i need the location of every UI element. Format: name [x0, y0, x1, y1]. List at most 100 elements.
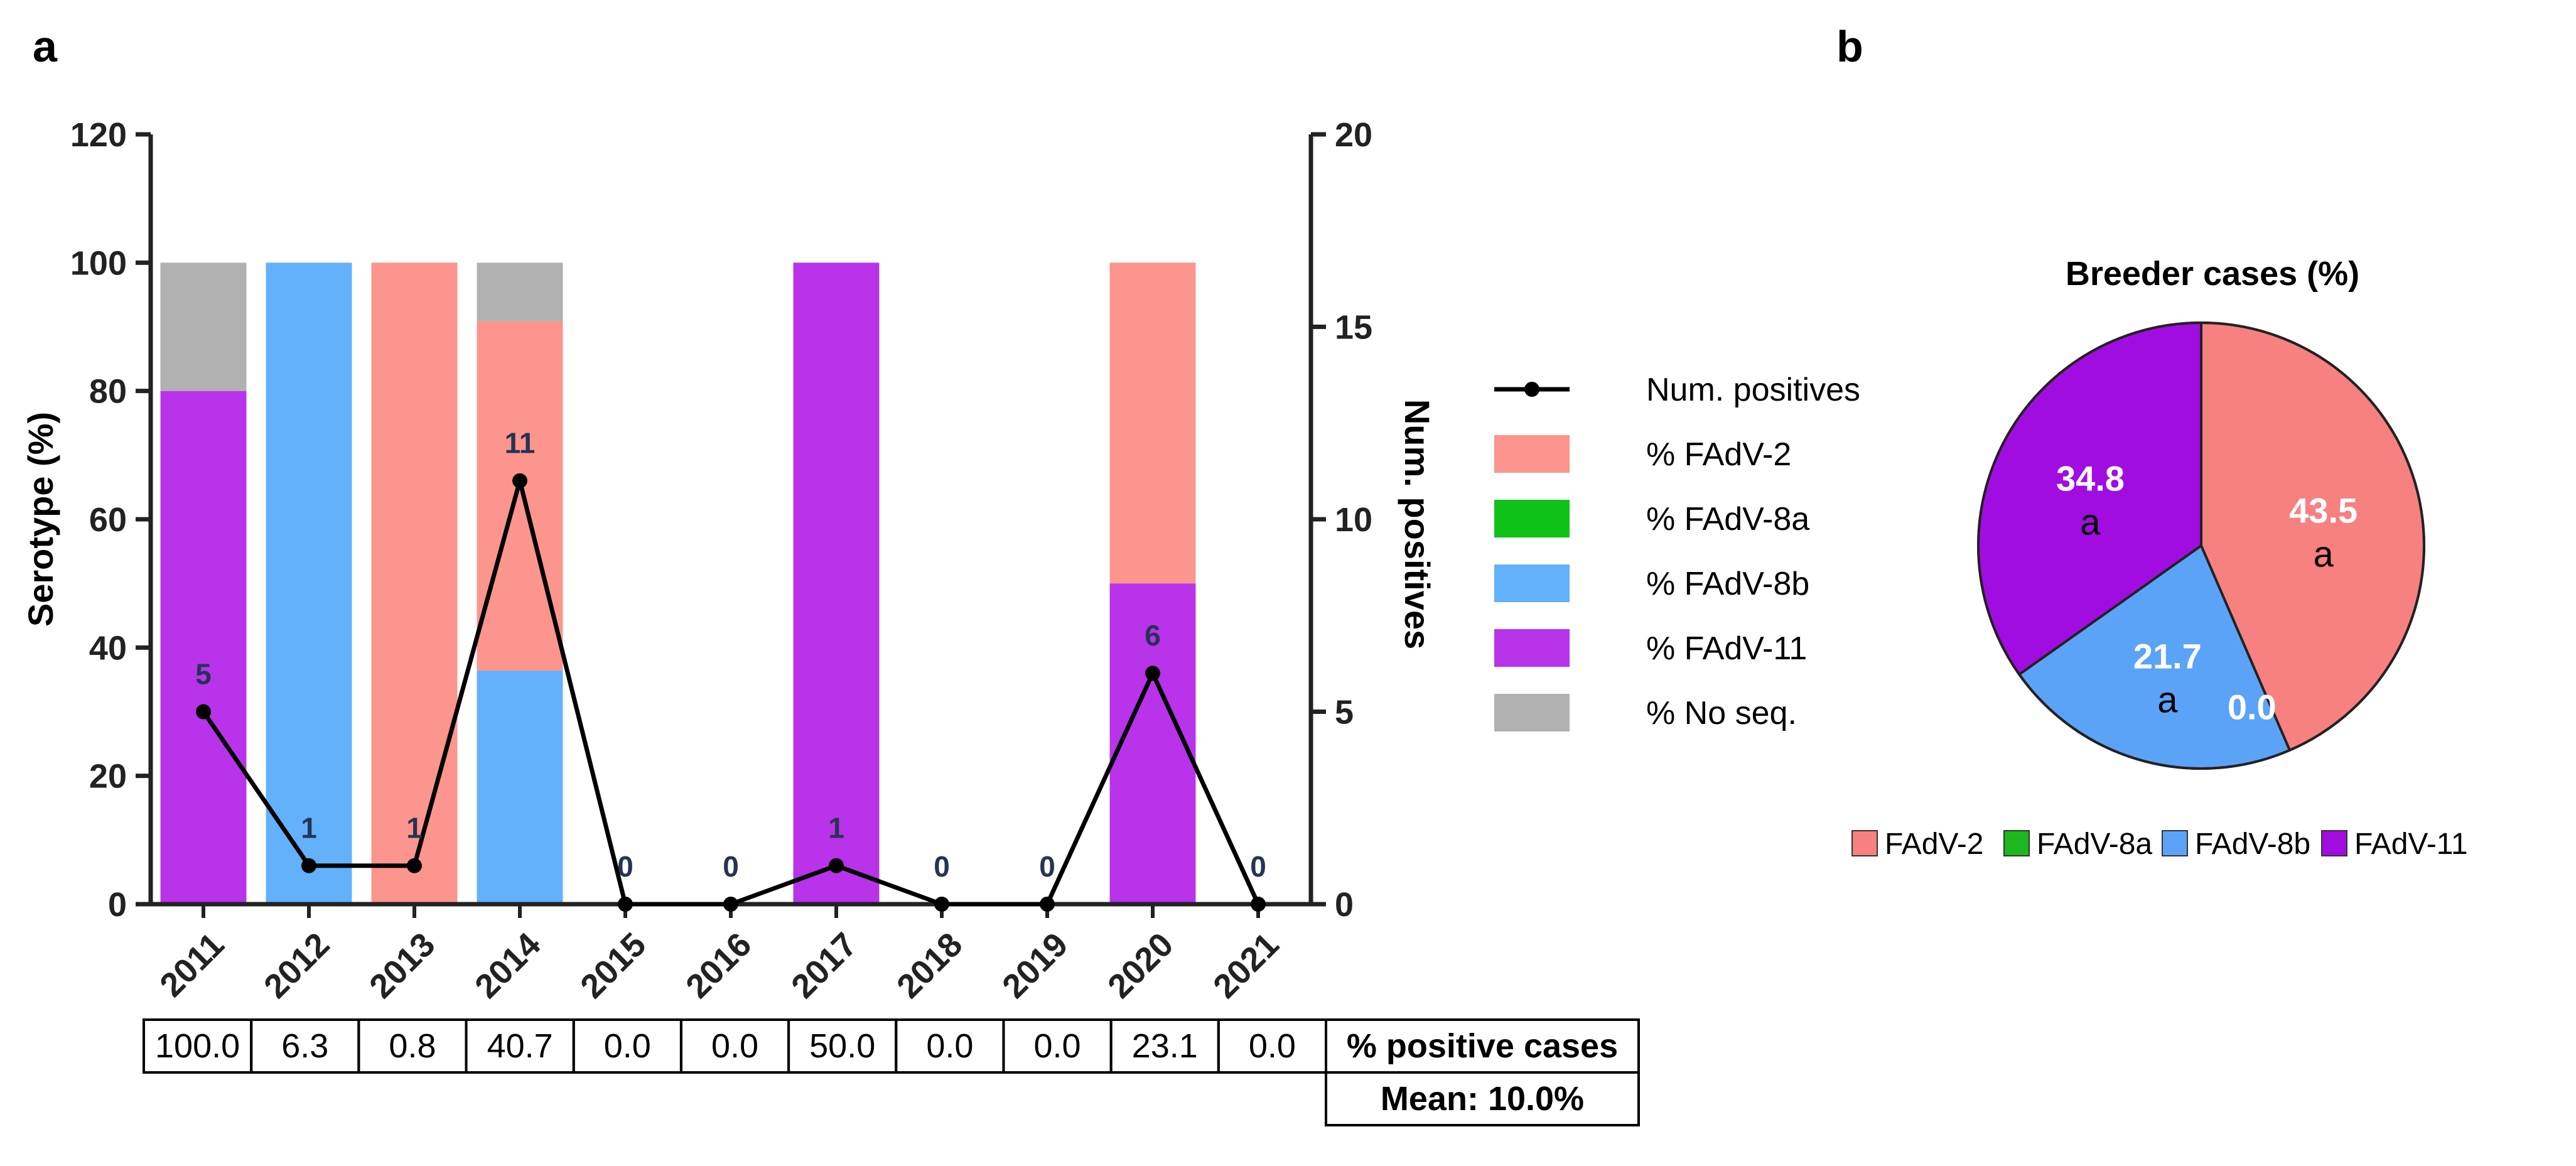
y2-tick-label: 10	[1335, 501, 1372, 539]
x-tick-label: 2014	[468, 926, 547, 1005]
bar-2020-fadv-11	[1109, 583, 1196, 904]
num-positives-label: 1	[828, 812, 844, 845]
pie-slice-value: 43.5	[2289, 491, 2358, 531]
y-tick-label: 20	[89, 758, 127, 796]
panel-a-letter: a	[33, 22, 58, 71]
y-tick-label: 40	[89, 629, 127, 667]
pie-legend-label: FAdV-8a	[2037, 828, 2152, 861]
legend-label: % No seq.	[1646, 695, 1797, 731]
stacked-bars	[160, 262, 1196, 904]
num-positives-label: 0	[934, 850, 950, 883]
x-tick-label: 2016	[679, 926, 758, 1005]
table-mean-label: Mean: 10.0%	[1381, 1080, 1584, 1118]
pie-chart: Breeder cases (%)43.5a0.021.7a34.8aFAdV-…	[1851, 255, 2468, 861]
table-cell-value: 6.3	[281, 1027, 328, 1065]
y2-tick-label: 5	[1335, 694, 1354, 731]
pie-legend-label: FAdV-2	[1885, 828, 1983, 861]
bar-2012-fadv-8b	[266, 262, 352, 904]
bar-2017-fadv-11	[793, 262, 880, 904]
y-tick-label: 100	[70, 244, 127, 282]
table-cell-value: 0.0	[604, 1027, 651, 1065]
positive-cases-table: 100.0 6.3 0.8 40.7 0.0 0.0 50.0 0.0 0.0 23.1 0.0 % …	[143, 1018, 1640, 1126]
x-tick-label: 2019	[995, 926, 1075, 1005]
legend-label: % FAdV-11	[1646, 630, 1807, 667]
pie-slice-significance: a	[2157, 679, 2178, 720]
y-tick-label: 120	[70, 116, 127, 154]
x-tick-label: 2020	[1101, 926, 1180, 1005]
pie-legend-label: FAdV-8b	[2195, 828, 2310, 861]
pie-slice-value: 34.8	[2056, 459, 2125, 499]
table-cell-value: 50.0	[809, 1027, 875, 1065]
table-cell-value: 0.8	[389, 1027, 436, 1065]
x-tick-label: 2018	[890, 926, 969, 1005]
table-cell-value: 23.1	[1132, 1027, 1198, 1065]
legend-swatch	[1494, 694, 1570, 731]
num-positives-label: 0	[1250, 850, 1266, 883]
x-tick-label: 2021	[1206, 926, 1286, 1005]
y2-tick-label: 15	[1335, 309, 1372, 347]
num-positives-label: 5	[195, 658, 212, 691]
pie-title: Breeder cases (%)	[2066, 255, 2359, 293]
pie-outline	[1977, 321, 2425, 770]
pie-slice-significance: a	[2314, 534, 2334, 575]
pie-legend-swatch	[2321, 830, 2347, 856]
num-positives-point	[618, 897, 633, 912]
x-tick-label: 2012	[257, 926, 337, 1005]
table-cell-value: 100.0	[155, 1027, 240, 1065]
bar-2011-fadv-11	[160, 391, 247, 904]
num-positives-point	[407, 858, 422, 873]
legend-label: % FAdV-2	[1646, 436, 1791, 473]
num-positives-point	[1040, 897, 1055, 912]
bar-legend: Num. positives % FAdV-2 % FAdV-8a % FAdV-8b…	[1494, 372, 1860, 731]
bar-2014-fadv-8b	[477, 671, 563, 904]
legend-label: % FAdV-8b	[1646, 566, 1809, 602]
pie-legend-swatch	[2162, 830, 2188, 856]
num-positives-label: 1	[301, 812, 317, 845]
table-cell-value: 0.0	[711, 1027, 758, 1065]
num-positives-point	[512, 473, 527, 489]
num-positives-label: 0	[617, 850, 633, 883]
num-positives-label: 0	[1039, 850, 1055, 883]
x-tick-label: 2013	[362, 926, 442, 1005]
legend-swatch	[1494, 435, 1570, 473]
y2-tick-label: 0	[1335, 886, 1354, 924]
num-positives-label: 6	[1145, 619, 1161, 652]
bar-2011-no-seq	[160, 262, 247, 391]
num-positives-point	[934, 897, 949, 912]
legend-line-marker	[1524, 382, 1539, 397]
x-tick-label: 2011	[153, 926, 231, 1004]
num-positives-point	[301, 858, 316, 873]
legend-label: % FAdV-8a	[1646, 501, 1809, 537]
table-cell-value: 0.0	[926, 1027, 973, 1065]
num-positives-label: 0	[723, 850, 739, 883]
y-tick-label: 60	[89, 501, 127, 539]
num-positives-polyline	[202, 478, 1261, 907]
panel-b-letter: b	[1836, 22, 1863, 71]
num-positives-label: 11	[505, 427, 536, 460]
pie-legend-label: FAdV-11	[2354, 828, 2468, 861]
pie-slice-value: 0.0	[2228, 687, 2277, 726]
table-row-label: % positive cases	[1347, 1027, 1618, 1065]
table-cell-value: 0.0	[1034, 1027, 1081, 1065]
y2-tick-label: 20	[1335, 116, 1372, 154]
bar-2013-fadv-2	[371, 262, 458, 904]
legend-swatch	[1494, 629, 1570, 667]
table-cell-value: 0.0	[1249, 1027, 1296, 1065]
y-axis-title: Serotype (%)	[21, 412, 60, 627]
num-positives-point	[1145, 666, 1160, 681]
legend-swatch	[1494, 500, 1570, 537]
table-cell-value: 40.7	[487, 1027, 553, 1065]
pie-slice-value: 21.7	[2133, 636, 2202, 676]
y2-axis-title: Num. positives	[1398, 399, 1437, 649]
x-tick-label: 2015	[573, 926, 653, 1005]
num-positives-label: 1	[406, 812, 423, 845]
num-positives-point	[196, 704, 211, 720]
pie-slice-significance: a	[2080, 502, 2101, 543]
num-positives-point	[829, 858, 844, 873]
num-positives-point	[1251, 897, 1266, 912]
y-tick-label: 80	[89, 373, 127, 411]
x-tick-label: 2017	[784, 926, 864, 1005]
bar-2020-fadv-2	[1109, 262, 1196, 584]
